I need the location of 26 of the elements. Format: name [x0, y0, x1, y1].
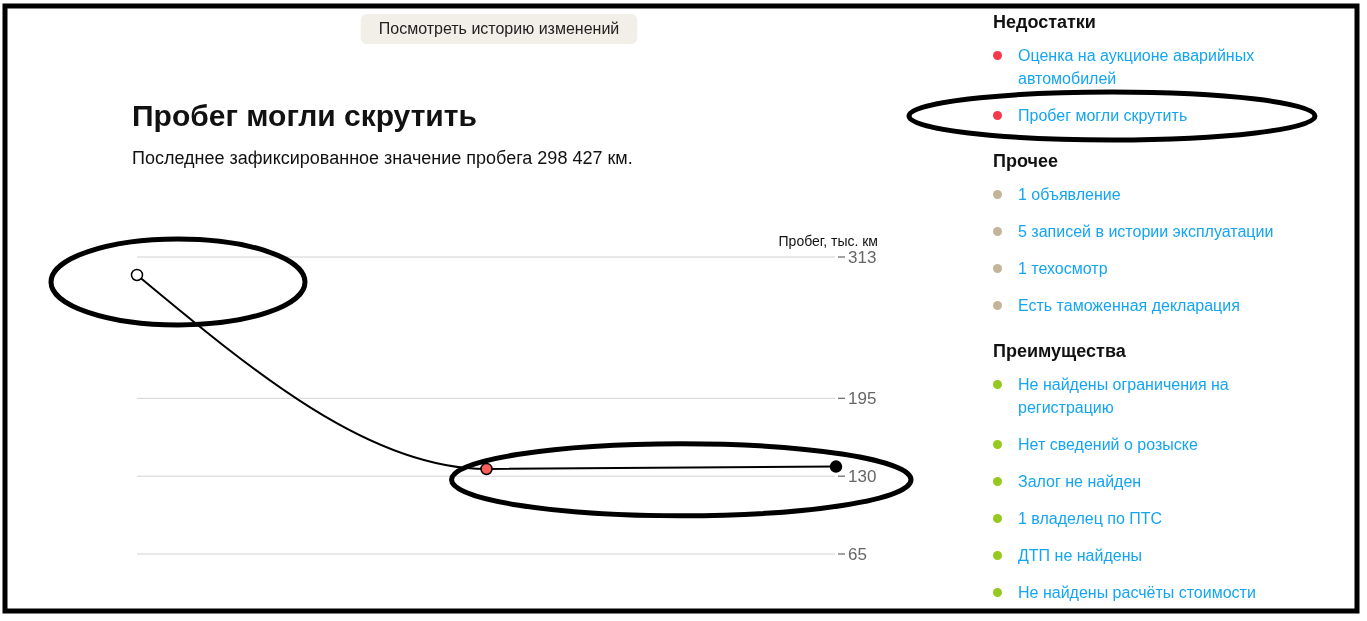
category-label: Нет сведений о розыске	[1018, 436, 1198, 453]
chart-subtitle: Последнее зафиксированное значение пробега 298 427 км.	[132, 148, 633, 168]
y-tick-label: 195	[848, 389, 877, 409]
category-label: Не найдены ограничения на регистрацию	[1018, 376, 1229, 416]
y-tick-label: 313	[848, 248, 877, 267]
text: Преимущества	[993, 341, 1127, 361]
text: Недостатки	[993, 12, 1096, 32]
point	[829, 460, 843, 473]
text: Прочее	[993, 151, 1058, 171]
category-label: Оценка на аукционе аварийных автомобилей	[1018, 47, 1255, 87]
y-tick-label: 65	[848, 545, 867, 564]
category-label: Залог не найден	[1018, 473, 1142, 490]
category-label: ДТП не найдены	[1018, 547, 1142, 564]
y-axis-title: Пробег, тыс. км	[778, 233, 878, 249]
category-label: Пробег могли скрутить	[1018, 107, 1188, 124]
category-label: 1 владелец по ПТС	[1018, 510, 1163, 527]
point	[130, 268, 144, 282]
point	[480, 462, 493, 476]
category-label: Не найдены расчёты стоимости	[1018, 584, 1256, 601]
chart-title: Пробег могли скрутить	[132, 99, 477, 132]
button: Посмотреть историю изменений	[360, 14, 638, 44]
category-label: 1 техосмотр	[1018, 260, 1108, 277]
category-label: 1 объявление	[1018, 186, 1121, 203]
category-label: 5 записей в истории эксплуатации	[1018, 223, 1274, 240]
category-label: Есть таможенная декларация	[1018, 297, 1240, 314]
y-tick-label: 130	[848, 467, 877, 487]
